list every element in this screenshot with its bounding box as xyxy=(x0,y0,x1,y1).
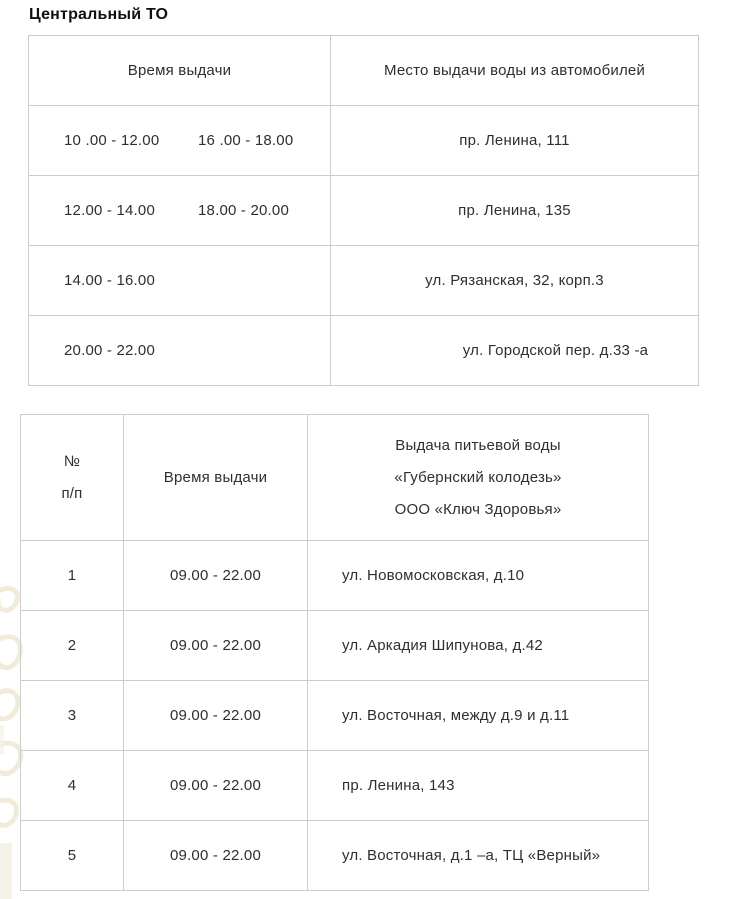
column-header-time: Время выдачи xyxy=(28,35,331,106)
time-range-1: 10 .00 - 12.00 xyxy=(64,132,160,149)
table-row: 3 09.00 - 22.00 ул. Восточная, между д.9… xyxy=(20,680,649,751)
number-header-line2: п/п xyxy=(61,484,83,502)
time-cell: 09.00 - 22.00 xyxy=(123,750,308,821)
time-range-2: 18.00 - 20.00 xyxy=(198,202,290,219)
time-cell: 14.00 - 16.00 xyxy=(28,245,331,316)
drinking-water-kiosk-table: № п/п Время выдачи Выдача питьевой воды … xyxy=(20,414,649,891)
table-row: 2 09.00 - 22.00 ул. Аркадия Шипунова, д.… xyxy=(20,610,649,681)
row-number-cell: 3 xyxy=(20,680,124,751)
time-cell: 09.00 - 22.00 xyxy=(123,610,308,681)
time-range-1: 20.00 - 22.00 xyxy=(64,342,156,359)
place-cell: ул. Восточная, между д.9 и д.11 xyxy=(307,680,649,751)
page-title: Центральный ТО xyxy=(29,6,169,23)
time-range-1: 14.00 - 16.00 xyxy=(64,272,156,289)
place-cell: ул. Аркадия Шипунова, д.42 xyxy=(307,610,649,681)
time-cell: 09.00 - 22.00 xyxy=(123,540,308,611)
row-number-cell: 4 xyxy=(20,750,124,821)
column-header-time: Время выдачи xyxy=(123,414,308,541)
table-row: 10 .00 - 12.00 16 .00 - 18.00 пр. Ленина,… xyxy=(28,105,699,176)
place-cell: пр. Ленина, 135 xyxy=(330,175,699,246)
table-row: 5 09.00 - 22.00 ул. Восточная, д.1 –а, Т… xyxy=(20,820,649,891)
table-row: 14.00 - 16.00 ул. Рязанская, 32, корп.3 xyxy=(28,245,699,316)
place-cell: пр. Ленина, 111 xyxy=(330,105,699,176)
time-range-2: 16 .00 - 18.00 xyxy=(198,132,294,149)
row-number-cell: 1 xyxy=(20,540,124,611)
place-header-line1: Выдача питьевой воды xyxy=(395,436,561,454)
time-cell: 12.00 - 14.00 18.00 - 20.00 xyxy=(28,175,331,246)
row-number-cell: 2 xyxy=(20,610,124,681)
column-header-place: Выдача питьевой воды «Губернский колодез… xyxy=(307,414,649,541)
place-cell: ул. Восточная, д.1 –а, ТЦ «Верный» xyxy=(307,820,649,891)
time-cell: 09.00 - 22.00 xyxy=(123,680,308,751)
column-header-place: Место выдачи воды из автомобилей xyxy=(330,35,699,106)
row-number-cell: 5 xyxy=(20,820,124,891)
column-header-number: № п/п xyxy=(20,414,124,541)
place-cell: ул. Рязанская, 32, корп.3 xyxy=(330,245,699,316)
number-header-line1: № xyxy=(63,452,81,470)
table-row: 20.00 - 22.00 ул. Городской пер. д.33 -а xyxy=(28,315,699,386)
table-header-row: № п/п Время выдачи Выдача питьевой воды … xyxy=(20,414,649,541)
time-range-1: 12.00 - 14.00 xyxy=(64,202,156,219)
place-cell: ул. Городской пер. д.33 -а xyxy=(330,315,699,386)
table-row: 1 09.00 - 22.00 ул. Новомосковская, д.10 xyxy=(20,540,649,611)
time-cell: 20.00 - 22.00 xyxy=(28,315,331,386)
time-cell: 09.00 - 22.00 xyxy=(123,820,308,891)
place-cell: пр. Ленина, 143 xyxy=(307,750,649,821)
place-cell: ул. Новомосковская, д.10 xyxy=(307,540,649,611)
table-row: 12.00 - 14.00 18.00 - 20.00 пр. Ленина, 1… xyxy=(28,175,699,246)
time-cell: 10 .00 - 12.00 16 .00 - 18.00 xyxy=(28,105,331,176)
place-header-line2: «Губернский колодезь» xyxy=(394,468,562,486)
truck-water-schedule-table: Время выдачи Место выдачи воды из автомо… xyxy=(28,35,699,386)
place-header-line3: ООО «Ключ Здоровья» xyxy=(394,500,562,518)
table-row: 4 09.00 - 22.00 пр. Ленина, 143 xyxy=(20,750,649,821)
table-header-row: Время выдачи Место выдачи воды из автомо… xyxy=(28,35,699,106)
